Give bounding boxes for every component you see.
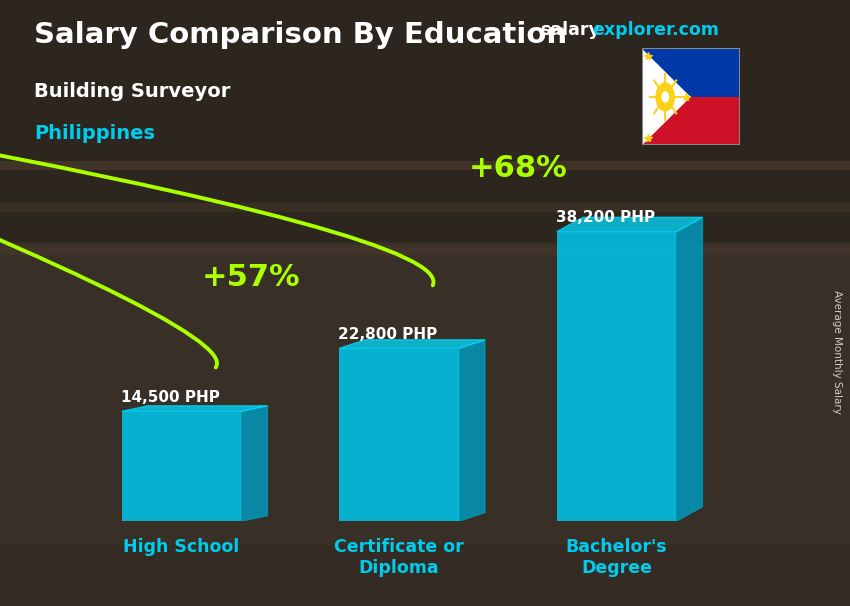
Circle shape	[661, 91, 669, 103]
Polygon shape	[241, 406, 268, 521]
Text: Philippines: Philippines	[34, 124, 155, 143]
Bar	[642, 48, 740, 97]
Text: 22,800 PHP: 22,800 PHP	[338, 327, 438, 342]
Polygon shape	[122, 406, 268, 411]
Bar	[642, 97, 740, 145]
Bar	[0, 242, 850, 545]
Text: 14,500 PHP: 14,500 PHP	[122, 390, 220, 405]
Bar	[339, 348, 459, 521]
Polygon shape	[557, 218, 702, 231]
Bar	[0, 0, 850, 242]
Text: +57%: +57%	[201, 262, 300, 291]
Circle shape	[655, 82, 675, 112]
Polygon shape	[459, 340, 484, 521]
Text: Building Surveyor: Building Surveyor	[34, 82, 230, 101]
Polygon shape	[339, 340, 484, 348]
Polygon shape	[642, 48, 690, 145]
Text: explorer.com: explorer.com	[592, 21, 719, 39]
Polygon shape	[677, 218, 702, 521]
Text: Average Monthly Salary: Average Monthly Salary	[832, 290, 842, 413]
Text: +68%: +68%	[469, 153, 568, 182]
Text: Salary Comparison By Education: Salary Comparison By Education	[34, 21, 567, 49]
Bar	[0, 161, 850, 170]
Text: 38,200 PHP: 38,200 PHP	[556, 210, 655, 225]
Bar	[0, 245, 850, 255]
Text: salary: salary	[540, 21, 599, 39]
Bar	[0, 203, 850, 212]
Bar	[557, 231, 677, 521]
Bar	[122, 411, 241, 521]
